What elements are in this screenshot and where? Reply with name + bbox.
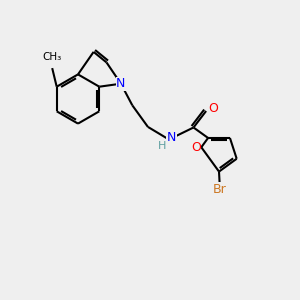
Text: O: O	[191, 141, 201, 154]
Text: N: N	[116, 77, 126, 90]
Text: H: H	[158, 141, 166, 151]
Text: N: N	[167, 130, 176, 144]
Text: Br: Br	[213, 183, 226, 196]
Text: CH₃: CH₃	[43, 52, 62, 61]
Text: O: O	[208, 102, 218, 115]
